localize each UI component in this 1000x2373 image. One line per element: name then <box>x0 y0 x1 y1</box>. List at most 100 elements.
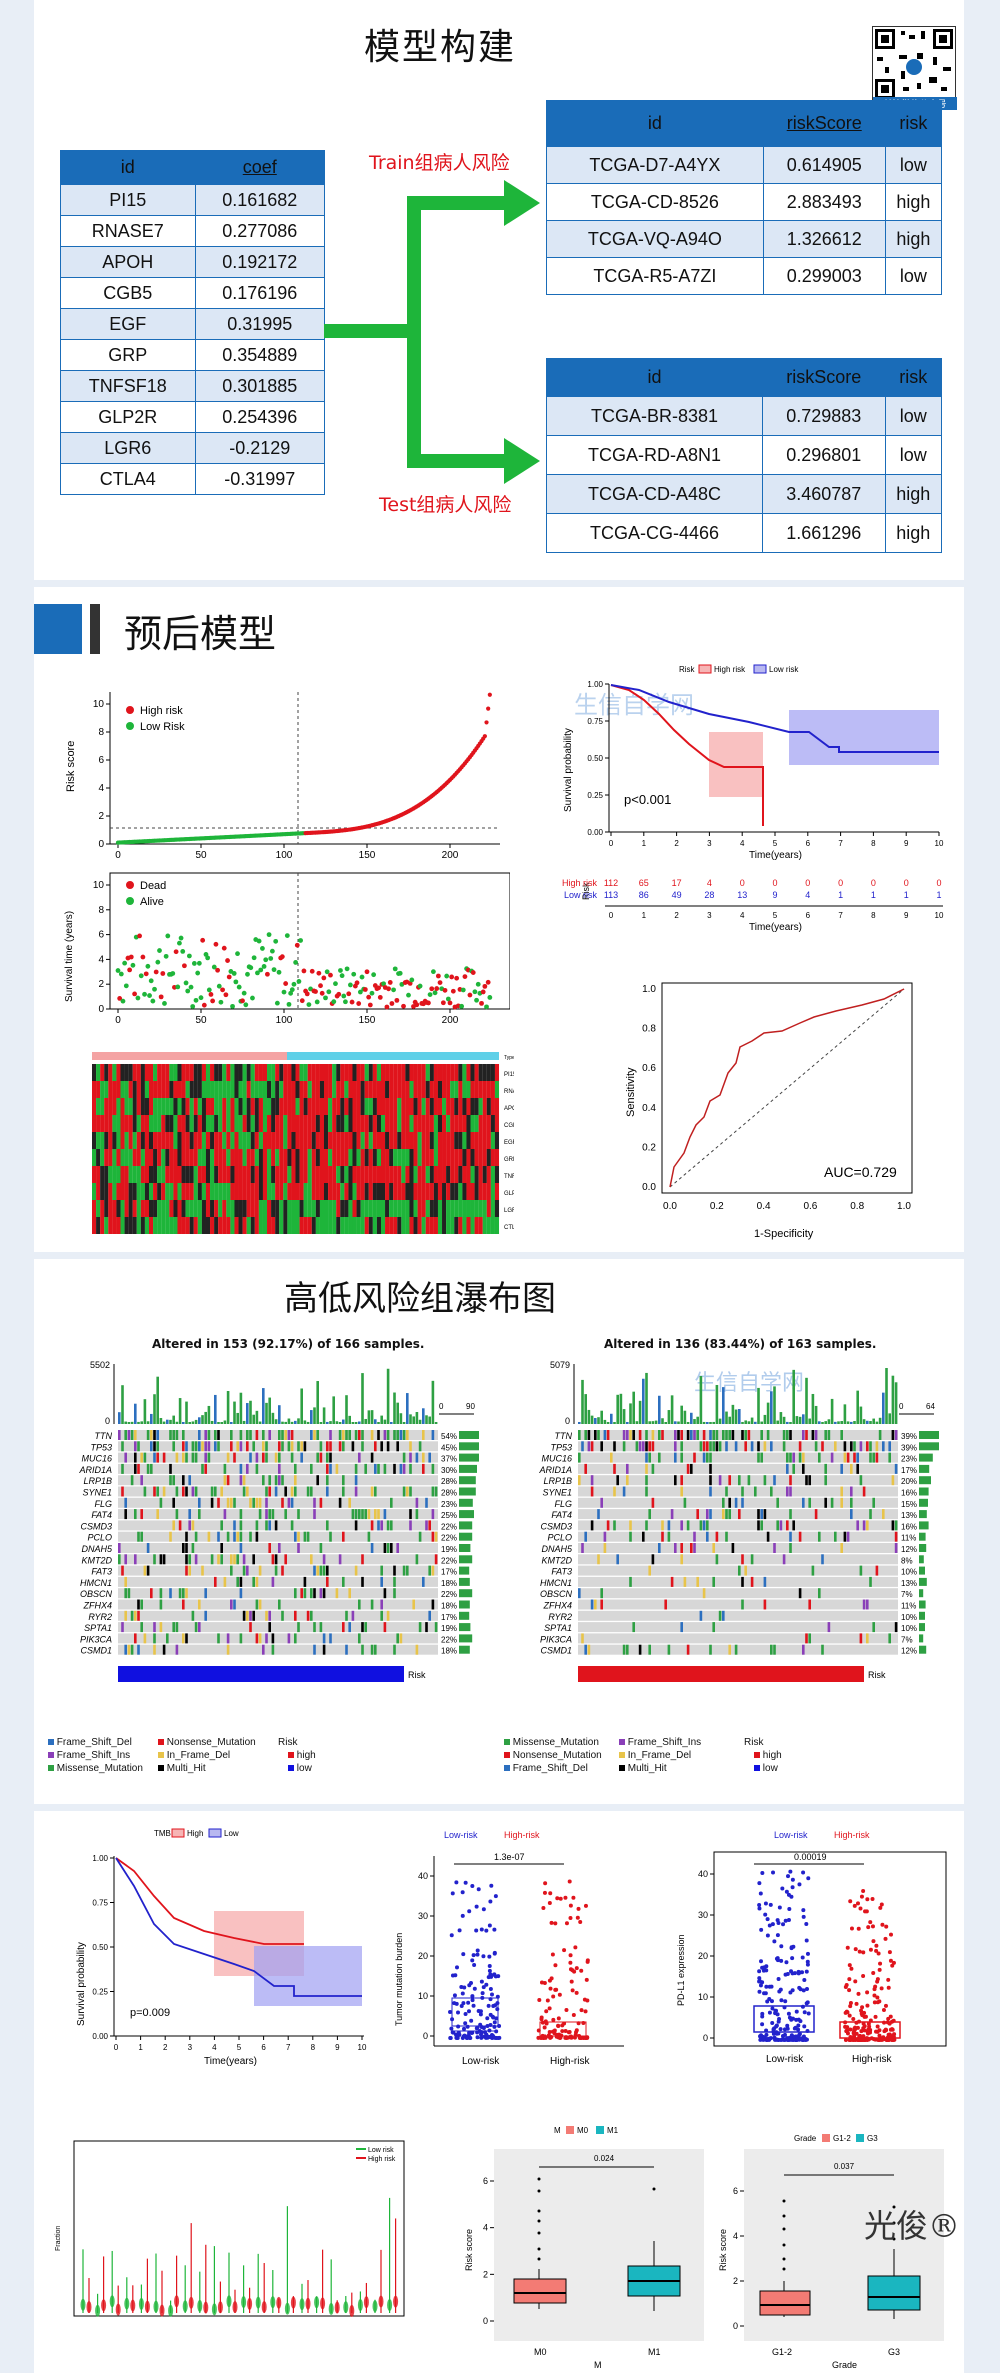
survival-point <box>391 987 396 993</box>
mutation-cell <box>725 1430 728 1440</box>
mutation-cell <box>146 1430 150 1440</box>
mutation-cell <box>894 1543 898 1553</box>
mutation-cell <box>207 1441 211 1452</box>
box-point <box>886 1977 891 1982</box>
mutation-cell <box>239 1509 243 1520</box>
survival-point <box>250 995 255 1001</box>
tmb-box-ylabel: Tumor mutation burden <box>394 1933 404 2026</box>
roc-x-tick: 0.2 <box>710 1201 724 1212</box>
heatmap-cell <box>299 1081 304 1098</box>
mutation-cell <box>606 1520 610 1531</box>
heatmap-cell <box>267 1217 272 1234</box>
tmb-bar <box>364 1418 367 1424</box>
y-tick-label: 4 <box>98 954 104 965</box>
survival-point <box>286 1001 292 1007</box>
survival-point <box>158 994 164 1000</box>
mutation-cell <box>613 1520 616 1531</box>
mutation-cell <box>310 1588 313 1599</box>
mutation-cell <box>274 1554 278 1565</box>
tmb-bar <box>271 1412 275 1424</box>
tmb-bar <box>680 1405 683 1424</box>
heatmap-cell <box>271 1132 276 1149</box>
mutation-cell <box>645 1463 648 1474</box>
heatmap-cell <box>328 1115 333 1132</box>
mutation-cell <box>287 1633 291 1644</box>
heatmap-cell <box>458 1217 463 1234</box>
x-tick-label: 10 <box>935 839 944 848</box>
test-header-score: riskScore <box>761 358 886 397</box>
survival-point <box>485 979 491 985</box>
grade-pvalue: 0.037 <box>834 2162 855 2171</box>
heatmap-cell <box>319 1217 325 1234</box>
heatmap-cell <box>433 1064 438 1081</box>
heatmap-cell <box>450 1217 455 1234</box>
mutation-cell <box>709 1430 712 1440</box>
waterfall-right-max: 90 <box>466 1402 475 1411</box>
heatmap-cell <box>222 1200 227 1217</box>
left-risk-title: Risk <box>278 1737 298 1748</box>
heatmap-cell <box>157 1200 162 1217</box>
tmb-bar <box>146 1421 150 1424</box>
mutation-cell <box>661 1430 664 1440</box>
survival-point <box>369 990 375 996</box>
tmb-bar <box>584 1394 587 1424</box>
survival-point <box>256 938 262 944</box>
heatmap-cell <box>173 1166 178 1183</box>
heatmap-cell <box>389 1098 394 1115</box>
heatmap-cell <box>385 1183 390 1200</box>
tmb-bar <box>284 1421 287 1424</box>
box-point <box>786 1917 791 1922</box>
mutation-cell <box>686 1430 690 1440</box>
tmb-bar <box>734 1409 738 1424</box>
mutation-cell <box>319 1441 323 1452</box>
heatmap-cell <box>246 1064 251 1081</box>
box-point <box>471 1953 476 1958</box>
box-point <box>578 1920 583 1925</box>
box-point <box>767 1984 772 1989</box>
tmb-bar <box>262 1388 265 1424</box>
heatmap-cell <box>437 1217 443 1234</box>
heatmap-cell <box>267 1149 272 1166</box>
heatmap-cell <box>181 1115 186 1132</box>
heatmap-cell <box>100 1217 105 1234</box>
heatmap-cell <box>185 1217 190 1234</box>
heatmap-cell <box>226 1166 231 1183</box>
mutation-cell <box>274 1565 278 1576</box>
mutation-cell <box>590 1475 594 1486</box>
mutation-cell <box>869 1441 872 1452</box>
gene-track <box>118 1509 438 1520</box>
heatmap-cell <box>246 1200 251 1217</box>
heatmap-cell <box>234 1132 239 1149</box>
tmb-bar <box>124 1421 127 1424</box>
heatmap-cell <box>165 1183 170 1200</box>
grade-cat-g12: G1-2 <box>772 2347 792 2357</box>
mutation-cell <box>578 1430 581 1440</box>
mutation-cell <box>198 1509 201 1520</box>
heatmap-cell <box>128 1132 133 1149</box>
heatmap-cell <box>193 1166 198 1183</box>
mutation-cell <box>214 1576 217 1587</box>
gene-label: MUC16 <box>81 1454 112 1464</box>
mutation-cell <box>866 1599 869 1610</box>
heatmap-cell <box>250 1098 255 1115</box>
box-point <box>880 1922 885 1927</box>
mutation-cell <box>702 1452 706 1463</box>
violin-body <box>255 2296 261 2309</box>
heatmap-cell <box>352 1064 357 1081</box>
mutation-cell <box>246 1441 249 1452</box>
heatmap-cell <box>478 1217 483 1234</box>
heatmap-cell <box>340 1098 345 1115</box>
mutation-cell <box>255 1633 259 1644</box>
km-risk-count: 0 <box>772 878 777 888</box>
heatmap-cell <box>271 1098 276 1115</box>
box-point <box>487 2028 492 2033</box>
box-point <box>579 1968 584 1973</box>
heatmap-cell <box>462 1098 467 1115</box>
heatmap-cell <box>393 1098 398 1115</box>
heatmap-cell <box>185 1064 190 1081</box>
box-point <box>459 2004 464 2009</box>
box-point <box>453 2032 458 2037</box>
mutation-cell <box>175 1486 179 1497</box>
heatmap-cell <box>303 1183 308 1200</box>
coef-cell: LGR6 <box>60 432 196 464</box>
